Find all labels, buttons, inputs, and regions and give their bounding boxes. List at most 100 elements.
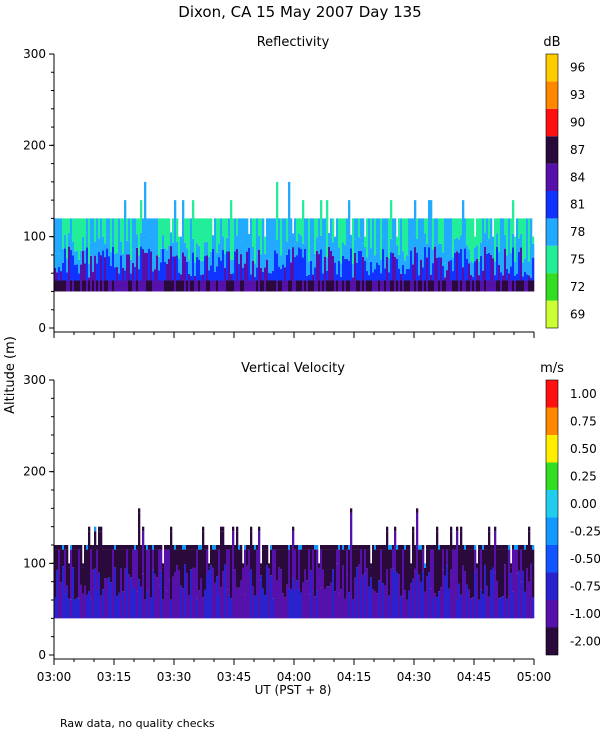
heatmap-cell xyxy=(160,545,163,550)
heatmap-cell xyxy=(98,526,101,532)
heatmap-cell xyxy=(94,241,97,256)
heatmap-cell xyxy=(60,545,63,550)
heatmap-cell xyxy=(496,247,499,281)
heatmap-cell xyxy=(270,549,273,576)
heatmap-cell xyxy=(60,271,63,281)
heatmap-cell xyxy=(444,280,447,292)
heatmap-cell xyxy=(430,274,433,281)
heatmap-cell xyxy=(76,250,79,265)
colorbar-swatch xyxy=(546,218,558,246)
heatmap-cell xyxy=(162,567,165,600)
heatmap-cell xyxy=(340,280,343,292)
heatmap-cell xyxy=(458,583,461,619)
heatmap-cell xyxy=(326,270,329,281)
heatmap-cell xyxy=(212,235,215,249)
heatmap-cell xyxy=(272,549,275,599)
heatmap-cell xyxy=(68,218,71,233)
heatmap-cell xyxy=(352,277,355,281)
heatmap-cell xyxy=(460,531,463,595)
heatmap-cell xyxy=(168,259,171,281)
heatmap-cell xyxy=(148,545,151,550)
heatmap-cell xyxy=(174,200,177,243)
heatmap-cell xyxy=(500,272,503,281)
heatmap-cell xyxy=(512,280,515,292)
heatmap-cell xyxy=(228,545,231,550)
heatmap-cell xyxy=(424,233,427,247)
heatmap-cell xyxy=(398,280,401,292)
heatmap-cell xyxy=(524,280,527,292)
heatmap-cell xyxy=(230,260,233,274)
heatmap-cell xyxy=(218,218,221,244)
heatmap-cell xyxy=(402,218,405,252)
heatmap-cell xyxy=(278,218,281,253)
heatmap-cell xyxy=(498,549,501,599)
heatmap-cell xyxy=(438,257,441,281)
heatmap-cell xyxy=(470,261,473,275)
heatmap-cell xyxy=(280,218,283,256)
heatmap-cell xyxy=(134,266,137,281)
heatmap-cell xyxy=(276,549,279,581)
heatmap-cell xyxy=(202,531,205,598)
heatmap-cell xyxy=(86,233,89,248)
heatmap-cell xyxy=(114,253,117,268)
heatmap-cell xyxy=(126,549,129,568)
heatmap-cell xyxy=(176,549,179,566)
heatmap-cell xyxy=(398,574,401,619)
heatmap-cell xyxy=(376,280,379,292)
heatmap-cell xyxy=(182,545,185,550)
heatmap-cell xyxy=(122,267,125,281)
heatmap-cell xyxy=(254,595,257,619)
x-tick-label: 05:00 xyxy=(517,670,552,684)
heatmap-cell xyxy=(168,545,171,550)
heatmap-cell xyxy=(454,218,457,239)
heatmap-cell xyxy=(176,565,179,619)
heatmap-cell xyxy=(484,549,487,565)
heatmap-cell xyxy=(306,262,309,276)
heatmap-cell xyxy=(256,545,259,550)
heatmap-cell xyxy=(214,549,217,583)
heatmap-cell xyxy=(522,276,525,281)
heatmap-cell xyxy=(258,280,261,292)
heatmap-cell xyxy=(318,218,321,241)
heatmap-cell xyxy=(456,526,459,532)
heatmap-cell xyxy=(446,545,449,550)
heatmap-cell xyxy=(210,280,213,292)
heatmap-cell xyxy=(236,235,239,250)
heatmap-cell xyxy=(86,218,89,234)
heatmap-cell xyxy=(240,254,243,281)
heatmap-cell xyxy=(260,280,263,292)
heatmap-cell xyxy=(250,531,253,570)
heatmap-cell xyxy=(286,549,289,585)
heatmap-cell xyxy=(176,545,179,550)
colorbar-frame xyxy=(545,379,559,656)
heatmap-cell xyxy=(208,270,211,281)
heatmap-cell xyxy=(498,545,501,550)
heatmap-cell xyxy=(472,263,475,277)
heatmap-cell xyxy=(492,244,495,259)
heatmap-cell xyxy=(450,531,453,570)
heatmap-cell xyxy=(236,526,239,532)
heatmap-cell xyxy=(236,587,239,619)
heatmap-cell xyxy=(400,260,403,274)
heatmap-cell xyxy=(492,549,495,568)
heatmap-cell xyxy=(234,549,237,570)
heatmap-cell xyxy=(380,280,383,292)
heatmap-cell xyxy=(490,570,493,619)
heatmap-cell xyxy=(432,280,435,292)
heatmap-cell xyxy=(354,545,357,550)
heatmap-cell xyxy=(142,531,145,574)
heatmap-cell xyxy=(192,545,195,550)
heatmap-cell xyxy=(242,280,245,292)
heatmap-cell xyxy=(324,242,327,257)
heatmap-cell xyxy=(360,545,363,550)
heatmap-cell xyxy=(132,280,135,292)
heatmap-cell xyxy=(386,256,389,281)
heatmap-cell xyxy=(114,218,117,254)
heatmap-cell xyxy=(76,280,79,292)
heatmap-cell xyxy=(158,270,161,281)
x-tick-label: 04:00 xyxy=(277,670,312,684)
heatmap-cell xyxy=(140,200,143,233)
heatmap-cell xyxy=(514,545,517,550)
heatmap-cell xyxy=(372,218,375,259)
heatmap-cell xyxy=(88,526,91,532)
